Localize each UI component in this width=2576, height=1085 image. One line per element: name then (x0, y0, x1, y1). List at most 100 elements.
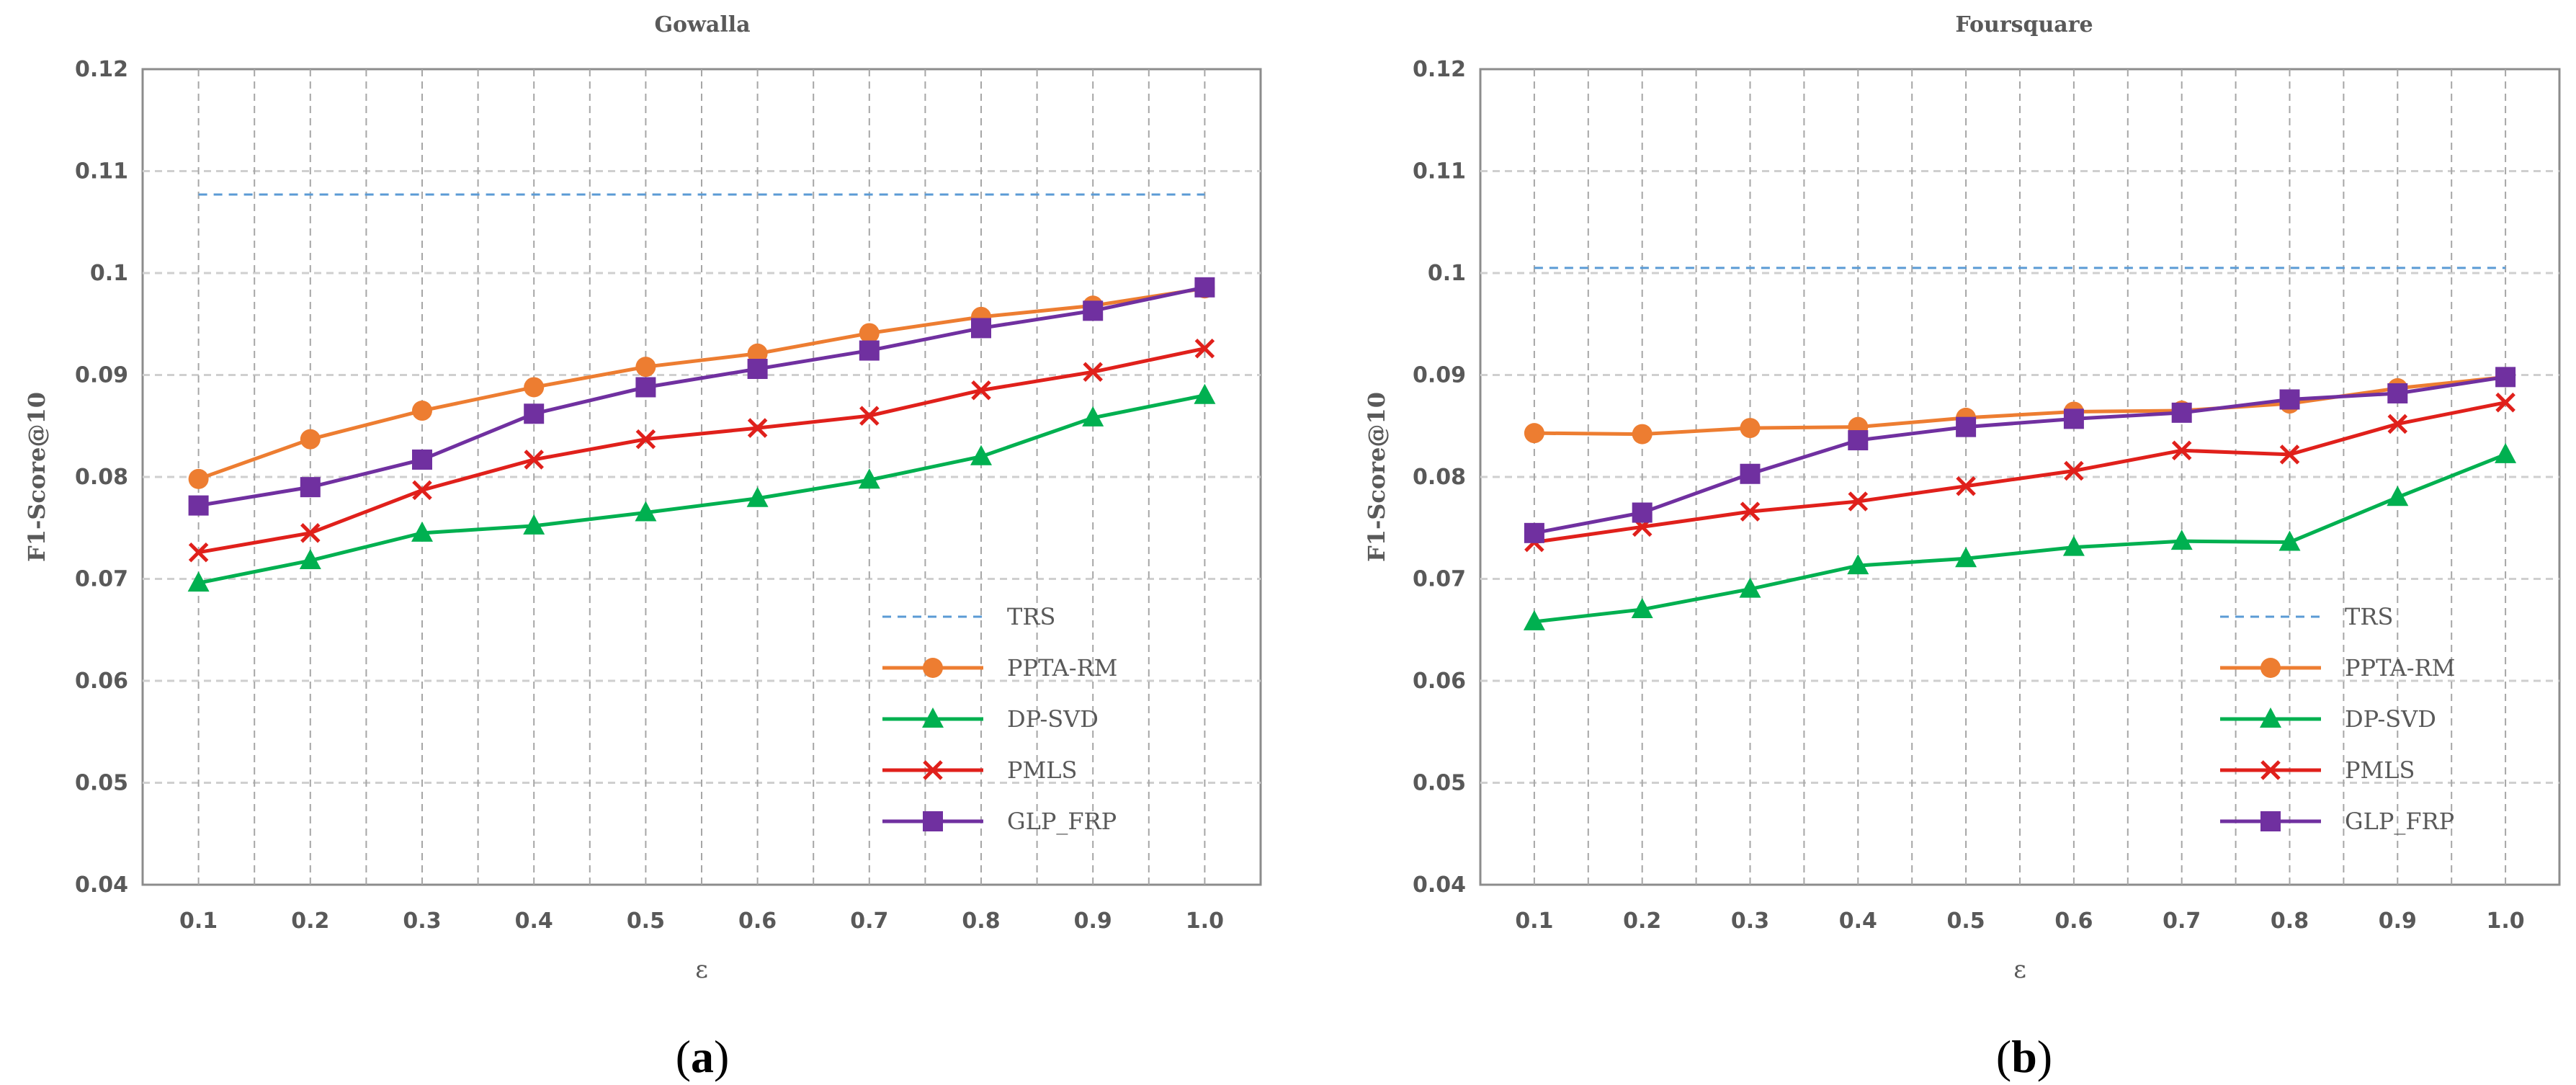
panel-foursquare: 0.04 0.05 0.06 0.07 0.08 0.09 0.1 0.11 0.12 0.1 0.… (1363, 12, 2561, 1082)
legend-item-trs: TRS (2220, 603, 2393, 630)
point-pmls-stroke-b (1848, 491, 1869, 512)
point-dp-svd (1523, 610, 1545, 630)
point-ppta-rm (188, 468, 209, 489)
point-dp-svd (187, 571, 210, 592)
point-pmls (2064, 460, 2084, 481)
y-tick-label: 0.11 (1413, 159, 1466, 184)
point-pmls-stroke-b (524, 450, 544, 470)
legend: TRS PPTA-RM DP-SVD PMLS GLP_FRP (882, 603, 1117, 835)
chart-title: Gowalla (654, 12, 750, 37)
point-glp-frp (300, 477, 321, 498)
point-pmls (1083, 362, 1103, 383)
x-axis-label: ε (695, 955, 708, 984)
point-dp-svd (1739, 577, 1761, 598)
point-glp-frp (412, 449, 432, 470)
legend-item-dp-svd: DP-SVD (2220, 705, 2436, 733)
x-tick-label: 0.5 (1947, 908, 1985, 934)
point-glp-frp (1956, 416, 1977, 437)
x-tick-label: 1.0 (1186, 908, 1224, 934)
point-dp-svd (523, 514, 545, 535)
x-tick-label: 0.6 (738, 908, 777, 934)
x-tick-label: 0.3 (403, 908, 441, 934)
series-dp-svd (1523, 442, 2517, 630)
point-pmls (971, 380, 991, 401)
legend-marker (923, 811, 943, 831)
x-tick-label: 0.4 (515, 908, 553, 934)
point-glp-frp (747, 359, 768, 380)
point-glp-frp (2063, 408, 2084, 429)
point-pmls (1740, 501, 1761, 522)
caption-close-paren: ) (2037, 1031, 2052, 1082)
y-tick-label: 0.1 (90, 261, 128, 286)
point-ppta-rm (524, 377, 545, 398)
x-tick-label: 0.9 (1074, 908, 1112, 934)
legend-label: GLP_FRP (1007, 808, 1117, 835)
y-tick-label: 0.05 (1413, 771, 1466, 796)
point-dp-svd (1847, 554, 1869, 575)
point-glp-frp (524, 403, 545, 424)
point-pmls (300, 523, 321, 543)
y-tick-label: 0.08 (1413, 465, 1466, 490)
point-pmls-stroke-b (300, 523, 321, 543)
series-glp-frp (188, 277, 1215, 516)
point-ppta-rm (412, 401, 432, 421)
point-ppta-rm (300, 429, 321, 450)
y-tick-label: 0.05 (75, 771, 128, 796)
legend-label: PPTA-RM (2345, 654, 2455, 682)
x-tick-label: 0.9 (2379, 908, 2417, 934)
point-pmls (2171, 440, 2192, 460)
point-glp-frp (2495, 367, 2516, 388)
x-tick-label: 0.8 (2271, 908, 2309, 934)
point-glp-frp (1740, 463, 1761, 484)
x-axis-label: ε (2013, 955, 2026, 984)
y-tick-label: 0.04 (75, 872, 128, 898)
point-pmls-stroke-b (635, 429, 656, 450)
point-dp-svd (858, 468, 880, 489)
point-pmls (2495, 392, 2515, 413)
point-pmls (412, 480, 432, 501)
point-pmls-stroke-b (1956, 475, 1976, 496)
point-dp-svd (2170, 530, 2193, 550)
point-dp-svd (1955, 547, 1977, 568)
x-tick-label: 0.7 (850, 908, 888, 934)
legend-item-glp-frp: GLP_FRP (882, 808, 1117, 835)
series-glp-frp (1524, 367, 2516, 543)
point-pmls-stroke-b (859, 406, 880, 426)
y-tick-label: 0.1 (1428, 261, 1466, 286)
point-pmls-stroke-b (971, 380, 991, 401)
point-glp-frp (635, 377, 656, 398)
point-pmls-stroke-b (2064, 460, 2084, 481)
legend-marker-stroke-b (2260, 760, 2281, 780)
y-tick-label: 0.12 (1413, 57, 1466, 82)
y-tick-label: 0.06 (1413, 669, 1466, 694)
legend-item-ppta-rm: PPTA-RM (2220, 654, 2455, 682)
y-tick-label: 0.04 (1413, 872, 1466, 898)
point-ppta-rm (859, 323, 880, 344)
point-glp-frp (859, 340, 880, 361)
point-ppta-rm (1524, 423, 1544, 444)
x-tick-label: 0.4 (1839, 908, 1877, 934)
panel-caption: (b) (1996, 1031, 2052, 1082)
point-pmls-stroke-b (1083, 362, 1103, 383)
point-pmls (188, 542, 209, 563)
x-tick-label: 0.3 (1731, 908, 1769, 934)
point-pmls (1848, 491, 1869, 512)
series-pmls (188, 338, 1215, 563)
y-tick-label: 0.08 (75, 465, 128, 490)
point-pmls-stroke-b (1740, 501, 1761, 522)
legend-item-ppta-rm: PPTA-RM (882, 654, 1117, 682)
point-dp-svd (2387, 486, 2409, 506)
point-pmls (524, 450, 544, 470)
y-tick-label: 0.07 (1413, 567, 1466, 592)
legend-label: TRS (2345, 603, 2393, 630)
x-tick-label: 0.5 (627, 908, 665, 934)
point-dp-svd (1194, 383, 1216, 404)
point-ppta-rm (635, 357, 656, 378)
caption-letter: a (691, 1031, 714, 1082)
series-line-glp-frp (198, 285, 1205, 508)
point-glp-frp (1083, 300, 1104, 321)
y-tick-label: 0.09 (1413, 363, 1466, 388)
point-dp-svd (299, 549, 321, 570)
point-glp-frp (1632, 502, 1653, 523)
